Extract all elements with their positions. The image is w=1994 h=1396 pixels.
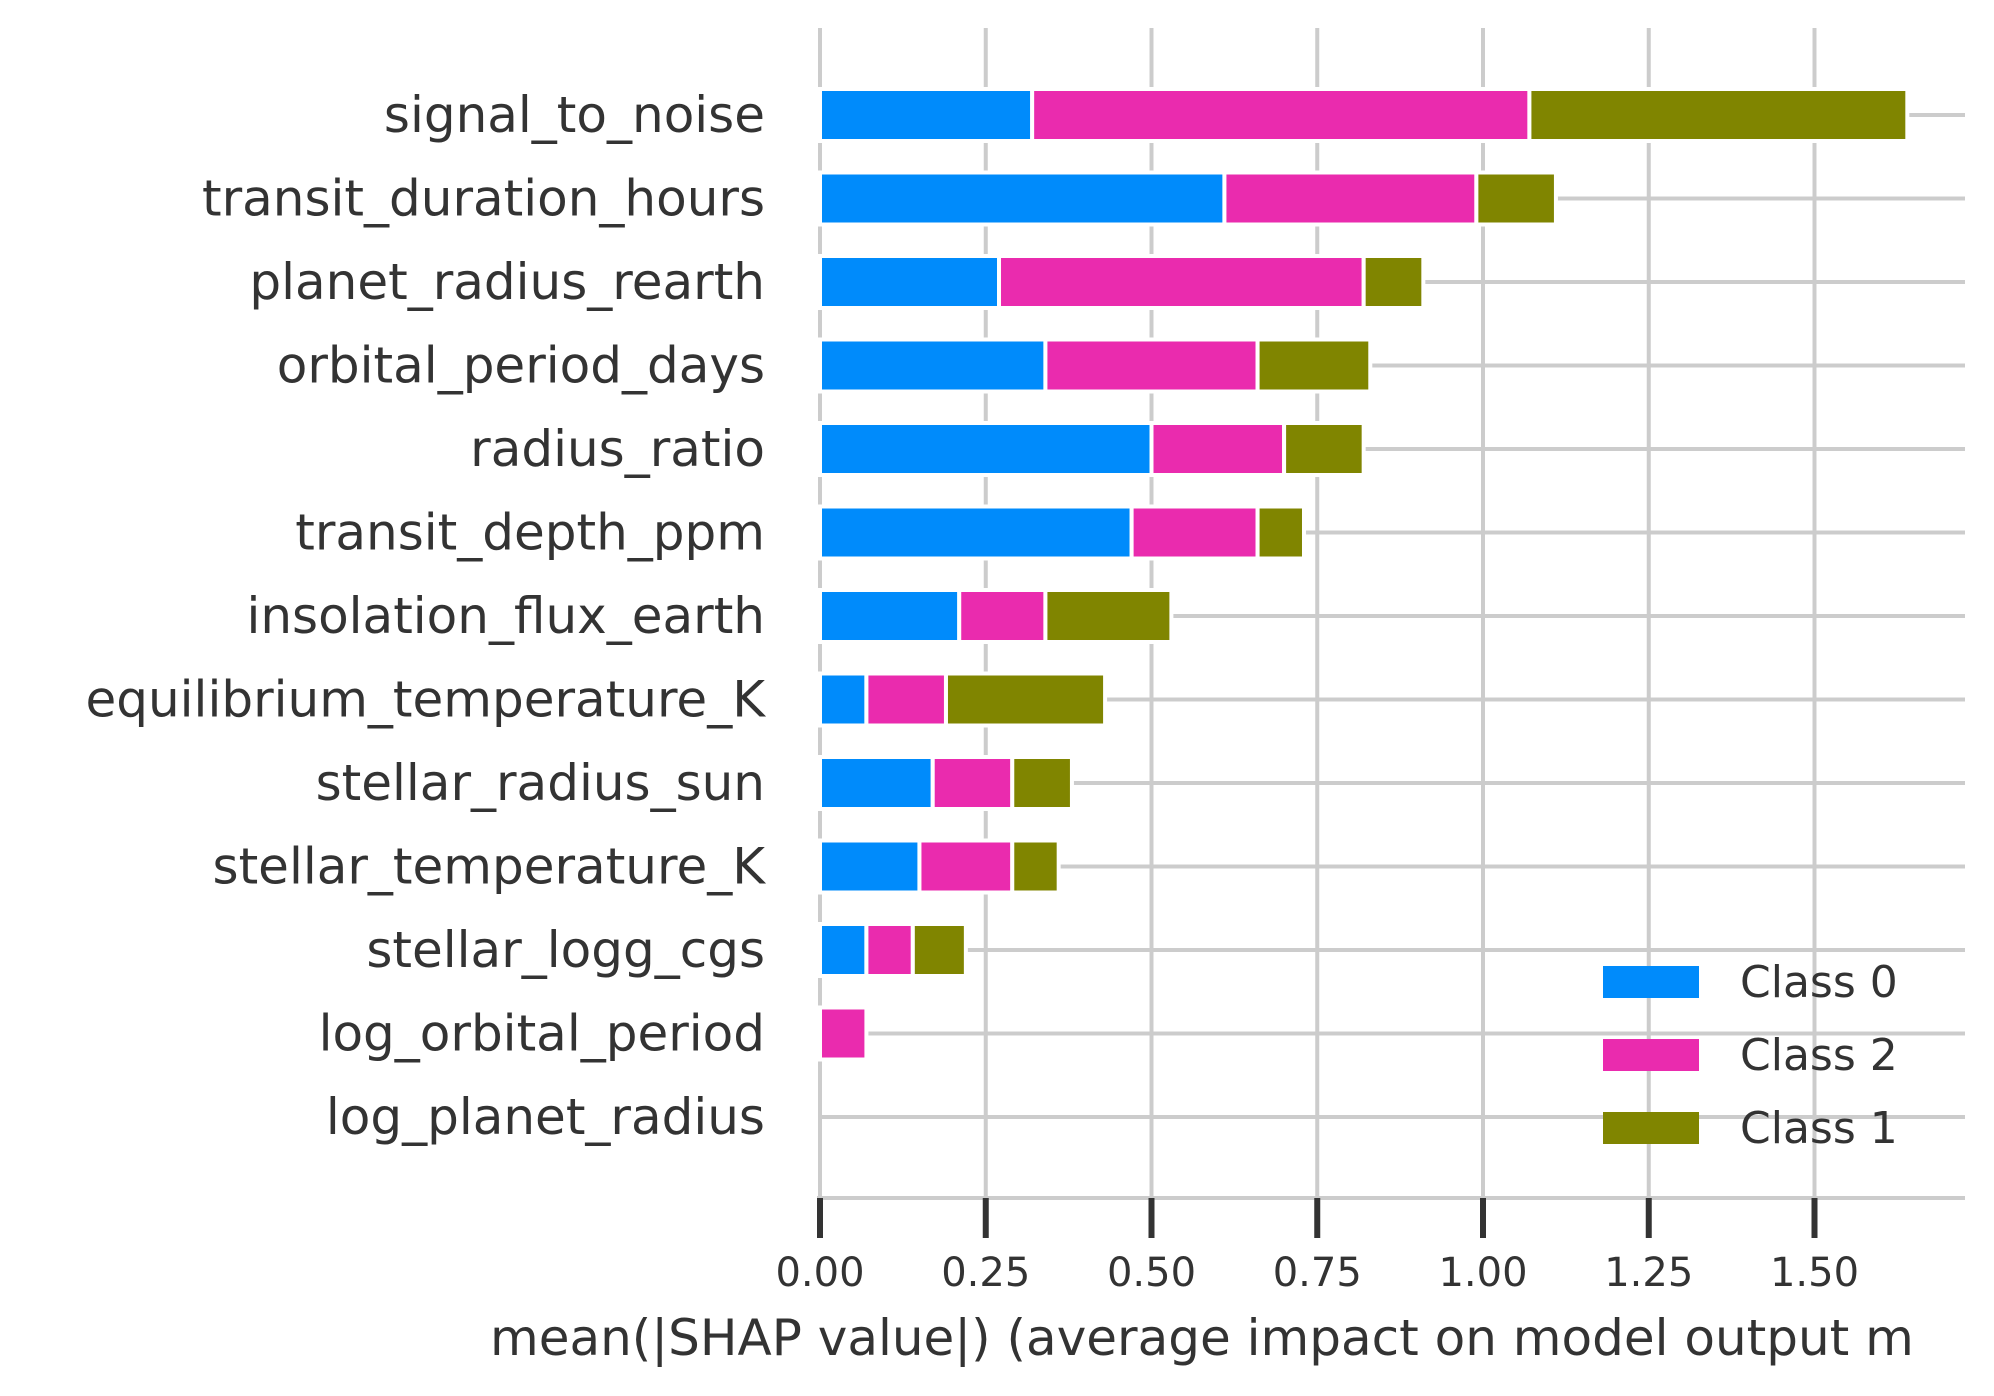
bar-segment	[1129, 504, 1260, 561]
bar-segment	[818, 755, 935, 811]
bar-segment	[1527, 87, 1910, 143]
bar-segment	[1474, 170, 1558, 227]
bar-segment	[1149, 421, 1287, 477]
x-tick-label: 0.25	[941, 1250, 1030, 1296]
feature-label: equilibrium_temperature_K	[85, 671, 766, 729]
bar-segment	[818, 170, 1227, 227]
legend-label: Class 0	[1740, 957, 1898, 1008]
bar-segment	[818, 504, 1134, 561]
bar-segment	[917, 838, 1015, 895]
x-axis: 0.00 0.25 0.50 0.75 1.00 1.25 1.50	[775, 1196, 1965, 1296]
x-axis-label: mean(|SHAP value|) (average impact on mo…	[490, 1309, 1914, 1367]
bar-segment	[1255, 337, 1373, 394]
x-tick-label: 1.50	[1770, 1250, 1859, 1296]
legend-label: Class 1	[1740, 1103, 1898, 1154]
feature-label: orbital_period_days	[277, 337, 765, 395]
x-tick-label: 0.50	[1107, 1250, 1196, 1296]
feature-labels: signal_to_noise transit_duration_hourspla…	[85, 86, 766, 1146]
feature-label: log_planet_radius	[326, 1088, 765, 1146]
bar-segment	[997, 254, 1366, 310]
bar-segment	[818, 87, 1035, 143]
x-tick-label: 0.75	[1273, 1250, 1362, 1296]
bar-segment	[818, 421, 1154, 477]
bar-segment	[818, 337, 1048, 394]
feature-label: radius_ratio	[470, 420, 765, 478]
x-tick-label: 1.25	[1604, 1250, 1693, 1296]
legend-label: Class 2	[1740, 1030, 1898, 1081]
bar-segment	[1222, 170, 1479, 227]
bar-segment	[1010, 838, 1061, 895]
bar-segment	[1010, 755, 1074, 811]
bar-segment	[864, 922, 915, 978]
bar-segment	[818, 838, 922, 895]
bar-segment	[1030, 87, 1532, 143]
legend-swatch	[1603, 1039, 1699, 1071]
feature-label: log_orbital_period	[319, 1005, 765, 1063]
bar-segment	[1255, 504, 1306, 561]
feature-label: insolation_flux_earth	[246, 587, 765, 645]
x-tick-label: 1.00	[1438, 1250, 1527, 1296]
bar-segment	[864, 671, 948, 728]
legend-swatch	[1603, 966, 1699, 998]
feature-label: signal_to_noise	[384, 86, 765, 144]
bar-segment	[957, 588, 1048, 644]
bar-segment	[943, 671, 1108, 728]
feature-label: transit_depth_ppm	[295, 504, 765, 562]
bar-segment	[930, 755, 1015, 811]
bar-segment	[818, 1005, 869, 1062]
bar-segment	[818, 671, 869, 728]
feature-label: stellar_radius_sun	[316, 754, 765, 812]
feature-label: stellar_temperature_K	[213, 838, 767, 896]
bar-segment	[1361, 254, 1426, 310]
feature-label: stellar_logg_cgs	[366, 921, 765, 979]
bars	[818, 87, 1910, 1062]
feature-label: transit_duration_hours	[202, 170, 765, 228]
bar-segment	[1282, 421, 1366, 477]
legend-swatch	[1603, 1112, 1699, 1144]
bar-segment	[1043, 588, 1174, 644]
feature-label: planet_radius_rearth	[249, 253, 765, 311]
bar-segment	[818, 922, 869, 978]
bar-segment	[818, 254, 1002, 310]
x-tick-label: 0.00	[775, 1250, 864, 1296]
bar-segment	[818, 588, 962, 644]
bar-segment	[910, 922, 968, 978]
bar-segment	[1043, 337, 1260, 394]
legend: Class 0 Class 2 Class 1	[1603, 957, 1898, 1154]
